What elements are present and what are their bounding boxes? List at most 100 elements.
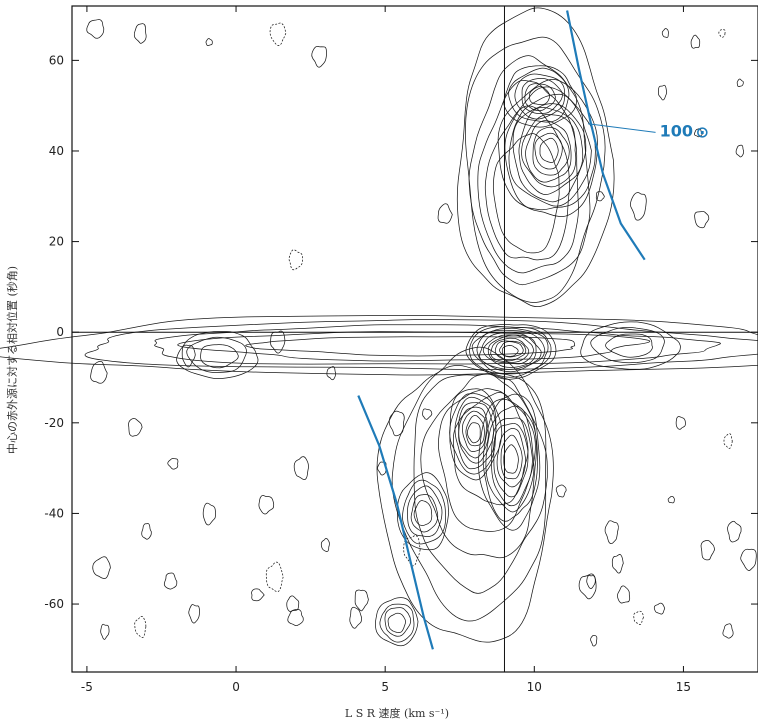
noise-contour — [293, 456, 309, 481]
noise-contour — [675, 416, 686, 430]
sun-symbol-icon: ⊙ — [696, 122, 709, 141]
noise-contour — [727, 520, 742, 543]
contour-line — [376, 346, 554, 643]
contour-line — [410, 494, 439, 533]
contour-line — [580, 321, 681, 370]
y-tick-label: -40 — [44, 506, 64, 520]
noise-contour — [667, 495, 675, 504]
noise-contour — [555, 484, 567, 498]
contour-line — [467, 422, 481, 444]
contour-line — [534, 132, 563, 170]
contour-line — [477, 79, 579, 274]
contour-line — [492, 133, 560, 254]
contour-line — [375, 597, 419, 647]
contour-line — [387, 612, 406, 633]
noise-contour — [586, 575, 596, 589]
noise-contour — [723, 433, 733, 449]
contour-line — [490, 337, 530, 363]
noise-contour — [388, 410, 405, 437]
noise-contour — [658, 84, 668, 101]
noise-contour — [288, 249, 303, 271]
contour-line — [471, 327, 549, 375]
y-tick-label: -60 — [44, 597, 64, 611]
contour-line — [497, 79, 598, 217]
rotation-curve-lower — [357, 395, 434, 650]
noise-contour — [590, 635, 598, 647]
contour-line — [496, 427, 526, 488]
contour-line — [468, 55, 591, 286]
noise-contour — [595, 191, 605, 202]
contour-line — [605, 333, 653, 358]
contour-line — [518, 106, 584, 195]
noise-contour — [617, 585, 631, 604]
y-tick-label: 40 — [49, 144, 64, 158]
noise-contour — [403, 535, 421, 567]
contour-line — [402, 479, 446, 545]
noise-contour — [128, 418, 143, 437]
noise-contour — [163, 572, 178, 590]
contour-line — [397, 472, 450, 551]
contour-line — [452, 392, 529, 506]
noise-contour — [167, 458, 179, 470]
contour-line — [177, 331, 651, 362]
noise-contour — [661, 28, 669, 38]
emission-envelope — [0, 7, 758, 643]
noise-contour — [735, 144, 744, 158]
annotation-text: 100 — [660, 121, 693, 140]
noise-contour — [134, 615, 147, 638]
noise-contour — [92, 556, 111, 579]
contour-line — [500, 434, 523, 480]
contour-line — [524, 83, 556, 112]
contour-line — [465, 324, 557, 380]
noise-contour — [740, 548, 757, 571]
annotation-pointer — [587, 123, 656, 133]
noise-contour — [311, 46, 327, 68]
y-tick-label: -20 — [44, 416, 64, 430]
contour-line — [501, 345, 519, 357]
noise-contour — [188, 604, 200, 624]
contour-line — [478, 393, 541, 531]
noise-contour — [653, 602, 666, 615]
contour-line — [508, 93, 592, 207]
contour-line — [458, 406, 489, 459]
contour-line — [0, 315, 758, 376]
contour-line — [200, 344, 239, 369]
contour-line — [508, 67, 570, 123]
x-tick-label: 10 — [527, 680, 542, 694]
x-tick-label: 5 — [381, 680, 389, 694]
y-tick-label: 20 — [49, 235, 64, 249]
contour-line — [485, 405, 535, 513]
noise-contour — [86, 19, 105, 39]
plot-border — [71, 5, 758, 673]
contour-line — [413, 373, 548, 594]
contour-line — [465, 36, 606, 303]
contour-line — [525, 120, 572, 183]
noise-contour — [694, 211, 710, 229]
contour-line — [532, 126, 570, 176]
annotation-layer: 100 ⊙ — [587, 121, 709, 141]
noise-contour — [693, 128, 703, 138]
noise-contour — [133, 23, 147, 44]
contour-line — [438, 388, 536, 532]
noise-contour — [286, 595, 300, 612]
noise-contour — [100, 623, 110, 640]
x-axis-label: L S R 速度 (km s⁻¹) — [345, 706, 449, 720]
contour-line — [465, 415, 485, 447]
contour-line — [407, 485, 443, 537]
y-axis-ticks: 60 40 20 0 -20 -40 -60 — [44, 53, 758, 611]
contour-line — [504, 86, 596, 211]
noise-contour — [269, 22, 287, 46]
y-tick-label: 0 — [56, 325, 64, 339]
contour-line — [384, 607, 412, 637]
contour-line — [482, 334, 537, 368]
contour-line — [186, 336, 247, 373]
contour-line — [499, 341, 524, 358]
contour-line — [420, 373, 537, 559]
contour-line — [449, 393, 497, 475]
contour-line — [476, 329, 546, 373]
contour-line — [503, 444, 519, 474]
noise-contour — [251, 588, 265, 602]
contour-line — [512, 103, 587, 203]
noise-contour — [265, 561, 284, 593]
noise-contour — [258, 494, 275, 515]
